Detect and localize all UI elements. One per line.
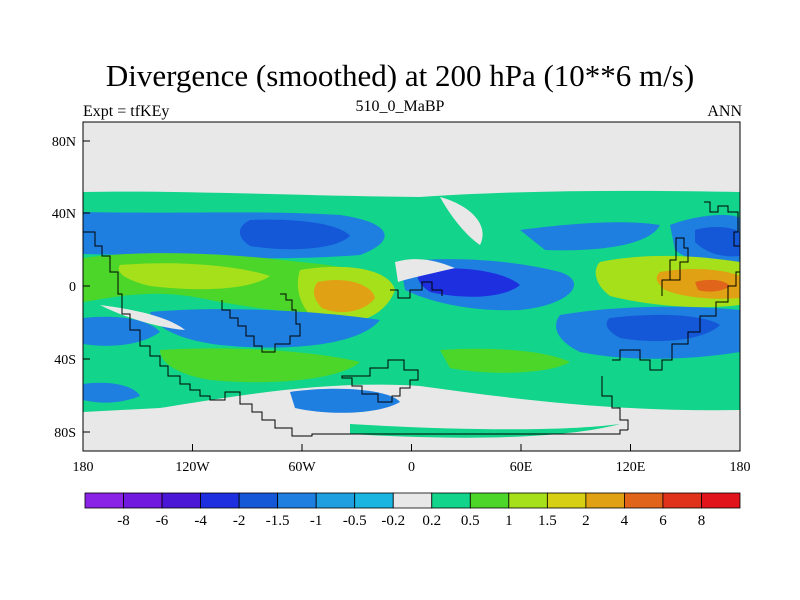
map-field xyxy=(83,122,740,451)
colorbar-label: 1.5 xyxy=(538,513,557,529)
band-south-negative-far-west xyxy=(83,382,140,403)
latitude-ticks: 80N 40N 0 40S 80S xyxy=(52,135,90,441)
lon-tick-label: 120E xyxy=(616,460,646,475)
colorbar-label: -4 xyxy=(194,513,207,529)
band-tropical-negative-east-core xyxy=(417,268,520,297)
band-south-negative-far xyxy=(290,388,400,413)
lat-tick-label: 40N xyxy=(52,207,76,222)
lon-tick-label: 60W xyxy=(288,460,316,475)
plot-title: Divergence (smoothed) at 200 hPa (10**6 … xyxy=(105,58,695,93)
lon-tick-label: 180 xyxy=(730,460,751,475)
colorbar-swatch xyxy=(161,492,201,509)
colorbar-label: 6 xyxy=(659,513,667,529)
gap-south-pacific xyxy=(100,305,185,330)
colorbar-label: 0.2 xyxy=(422,513,441,529)
colorbar-swatch xyxy=(701,492,741,509)
colorbar-swatch xyxy=(277,492,317,509)
colorbar-label: 0.5 xyxy=(461,513,480,529)
colorbar-swatch xyxy=(546,492,587,509)
colorbar-swatch xyxy=(238,492,279,509)
colorbar-swatch xyxy=(123,492,163,509)
colorbar-label: 2 xyxy=(582,513,590,529)
lat-tick-label: 80S xyxy=(54,426,76,441)
gap-tropical-atlantic xyxy=(395,259,455,282)
colorbar-swatch xyxy=(200,492,240,509)
season-label: ANN xyxy=(707,103,742,120)
colorbar: -8 -6 -4 -2 -1.5 -1 -0.5 -0.2 0.2 0.5 1 1.5 2 4 6 8 xyxy=(84,492,741,529)
coastline-africa-coast xyxy=(341,359,419,403)
band-negative-north-core xyxy=(239,219,350,250)
lon-tick-label: 120W xyxy=(175,460,210,475)
lat-tick-label: 40S xyxy=(54,353,76,368)
colorbar-label: 4 xyxy=(621,513,629,529)
lon-tick-label: 60E xyxy=(510,460,533,475)
colorbar-label: -0.5 xyxy=(343,513,367,529)
coastline-australia xyxy=(601,376,629,430)
colorbar-swatch xyxy=(392,492,433,509)
colorbar-label: 8 xyxy=(698,513,706,529)
band-tropical-positive-west-yellow xyxy=(118,263,270,290)
band-south-positive-east xyxy=(440,348,570,373)
band-negative-northeast xyxy=(520,222,660,251)
colorbar-swatch xyxy=(431,492,471,509)
coastlines xyxy=(83,201,740,437)
coastline-kamchatka xyxy=(704,201,740,247)
run-label: 510_0_MaBP xyxy=(355,98,445,115)
colorbar-swatch xyxy=(624,492,664,509)
colorbar-swatch xyxy=(585,492,625,509)
colorbar-label: -8 xyxy=(117,513,130,529)
lat-tick-label: 0 xyxy=(69,280,76,295)
band-south-negative-west xyxy=(83,316,160,346)
coastline-south-america xyxy=(221,293,301,353)
band-south-positive xyxy=(160,348,360,383)
colorbar-swatch xyxy=(315,492,356,509)
band-tropical-atlantic-core xyxy=(313,279,375,313)
colorbar-label: -1.5 xyxy=(266,513,290,529)
coastline-asia-east xyxy=(612,271,740,371)
band-westpacific-max xyxy=(695,279,730,292)
colorbar-swatch xyxy=(508,492,548,509)
lon-tick-label: 0 xyxy=(408,460,415,475)
colorbar-label: -6 xyxy=(156,513,169,529)
colorbar-label: 1 xyxy=(505,513,513,529)
experiment-label: Expt = tfKEy xyxy=(83,103,170,120)
band-south-negative-mid xyxy=(150,309,380,348)
lon-tick-label: 180 xyxy=(73,460,94,475)
coastline-africa-north xyxy=(390,281,443,299)
colorbar-swatch xyxy=(469,492,510,509)
band-south-negative-east-core xyxy=(606,314,720,342)
coastline-americas xyxy=(83,231,628,437)
longitude-ticks: 180 120W 60W 0 60E 120E 180 xyxy=(73,444,751,475)
colorbar-label: -1 xyxy=(310,513,323,529)
colorbar-label: -0.2 xyxy=(381,513,405,529)
colorbar-label: -2 xyxy=(233,513,246,529)
lat-tick-label: 80N xyxy=(52,135,76,150)
colorbar-swatch xyxy=(354,492,394,509)
colorbar-swatch xyxy=(662,492,702,509)
colorbar-swatch xyxy=(84,492,124,509)
band-negative-farnortheast-core xyxy=(695,226,740,257)
coastline-asia-north xyxy=(661,237,689,296)
gap-north-atlantic xyxy=(440,197,483,245)
